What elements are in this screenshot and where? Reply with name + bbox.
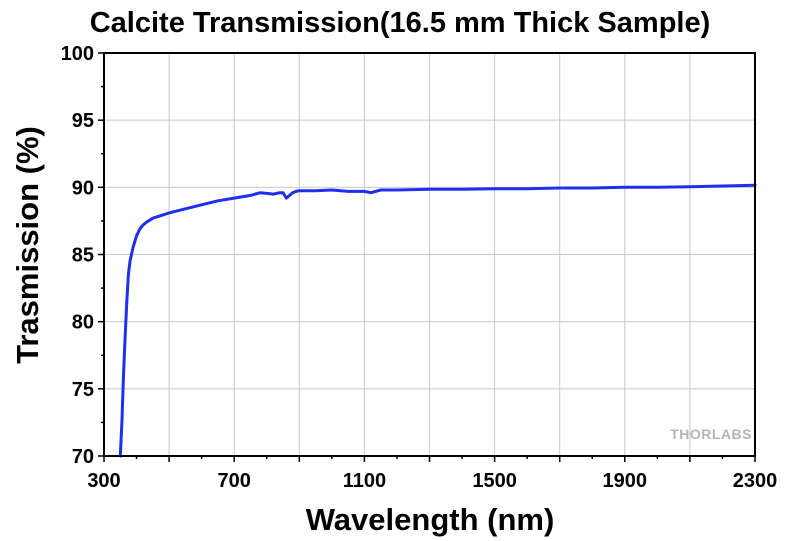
- x-tick-label: 700: [218, 470, 251, 492]
- y-tick-label: 100: [61, 43, 94, 65]
- axis-ticks: [98, 52, 756, 462]
- x-axis-label: Wavelength (nm): [306, 502, 555, 537]
- plot-frame: [103, 52, 756, 457]
- x-tick-label: 1500: [472, 470, 517, 492]
- series-layer: [118, 183, 757, 458]
- y-axis-label: Trasmission (%): [10, 126, 45, 364]
- y-tick-label: 80: [72, 312, 94, 334]
- x-tick-label: 2300: [733, 470, 778, 492]
- y-tick-label: 70: [72, 446, 94, 468]
- gridlines: [104, 53, 755, 456]
- y-tick-label: 85: [72, 245, 94, 267]
- chart-title: Calcite Transmission(16.5 mm Thick Sampl…: [90, 7, 711, 39]
- x-tick-label: 300: [87, 470, 120, 492]
- tick-labels: 300 700 1100 1500 1900 2300 70 75 80 85 90 95 100: [61, 43, 778, 492]
- y-tick-label: 95: [72, 110, 94, 132]
- x-tick-label: 1900: [603, 470, 648, 492]
- series-line: [118, 183, 757, 458]
- y-tick-label: 90: [72, 177, 94, 199]
- y-tick-label: 75: [72, 379, 94, 401]
- x-tick-label: 1100: [343, 470, 386, 492]
- watermark-logo: THORLABS: [670, 426, 752, 442]
